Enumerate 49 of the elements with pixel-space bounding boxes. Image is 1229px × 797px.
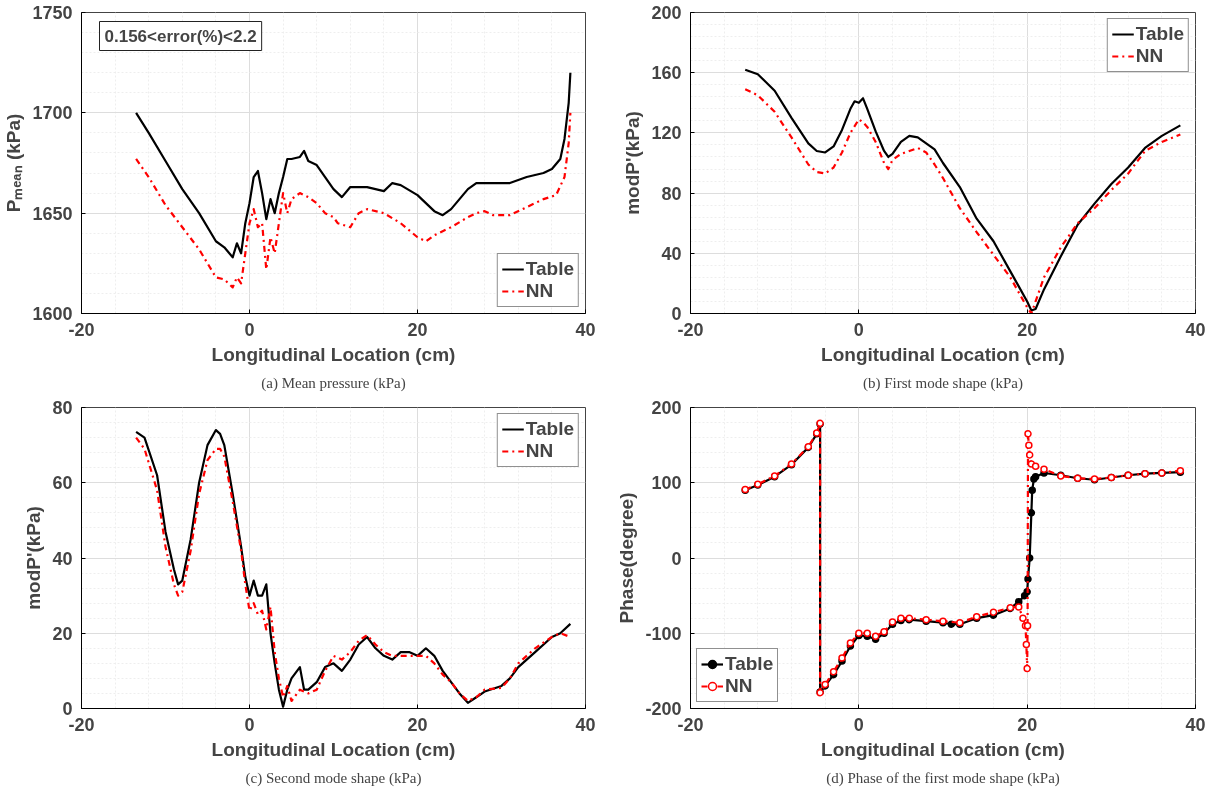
x-tick-label: 20 (1017, 319, 1038, 340)
legend-label: Table (1135, 23, 1184, 45)
y-tick-label: 200 (651, 3, 682, 23)
y-tick-label: 200 (651, 398, 682, 418)
legend-label: Table (725, 653, 774, 675)
x-axis-title: Longitudinal Location (cm) (211, 343, 456, 365)
x-tick-label: 40 (575, 714, 596, 735)
text: (d) Phase of the first mode shape (kPa) (826, 769, 1060, 787)
x-tick-label: 0 (853, 319, 864, 340)
y-tick-label: 160 (651, 63, 682, 84)
y-tick-label: 60 (52, 473, 73, 494)
x-tick-label: 0 (853, 714, 864, 735)
y-axis-title: modP'(kPa) (622, 111, 644, 215)
legend-label: NN (725, 675, 753, 697)
x-tick-label: 0 (244, 714, 255, 735)
x-tick-label: 40 (1185, 714, 1206, 735)
legend-label: Table (525, 418, 574, 440)
y-tick-label: 1700 (32, 103, 73, 124)
y-axis-title: Pₘₑₐₙ (kPa) (3, 113, 25, 213)
x-axis-title: Longitudinal Location (cm) (211, 738, 456, 760)
y-axis-title: modP'(kPa) (23, 506, 45, 610)
y-tick-label: 80 (52, 398, 73, 418)
y-tick-label: 100 (651, 473, 682, 494)
x-tick-label: 40 (1185, 319, 1206, 340)
x-tick-label: 0 (244, 319, 255, 340)
x-tick-label: 20 (407, 714, 428, 735)
y-tick-label: 80 (661, 183, 682, 204)
text: (a) Mean pressure (kPa) (261, 374, 406, 392)
legend-label: NN (525, 280, 554, 302)
annotation: 0.156<error(%)<2.2 (104, 26, 257, 46)
y-tick-label: 20 (52, 623, 73, 644)
y-tick-label: 40 (661, 243, 682, 264)
y-tick-label: 120 (651, 123, 682, 144)
legend-label: NN (1135, 45, 1164, 67)
legend-label: Table (525, 258, 574, 280)
text: (b) First mode shape (kPa) (863, 374, 1023, 392)
y-tick-label: 0 (671, 548, 682, 569)
x-axis-title: Longitudinal Location (cm) (821, 343, 1065, 365)
y-axis-title: Phase(degree) (616, 492, 638, 624)
x-tick-label: 20 (407, 319, 428, 340)
y-tick-label: 1750 (32, 3, 73, 23)
text: (c) Second mode shape (kPa) (245, 769, 422, 787)
y-tick-label: 1650 (32, 203, 73, 224)
x-tick-label: 20 (1017, 714, 1038, 735)
x-tick-label: 40 (575, 319, 596, 340)
y-tick-label: -100 (645, 623, 682, 644)
legend-label: NN (525, 440, 554, 462)
y-tick-label: 40 (52, 548, 73, 569)
x-axis-title: Longitudinal Location (cm) (821, 738, 1065, 760)
